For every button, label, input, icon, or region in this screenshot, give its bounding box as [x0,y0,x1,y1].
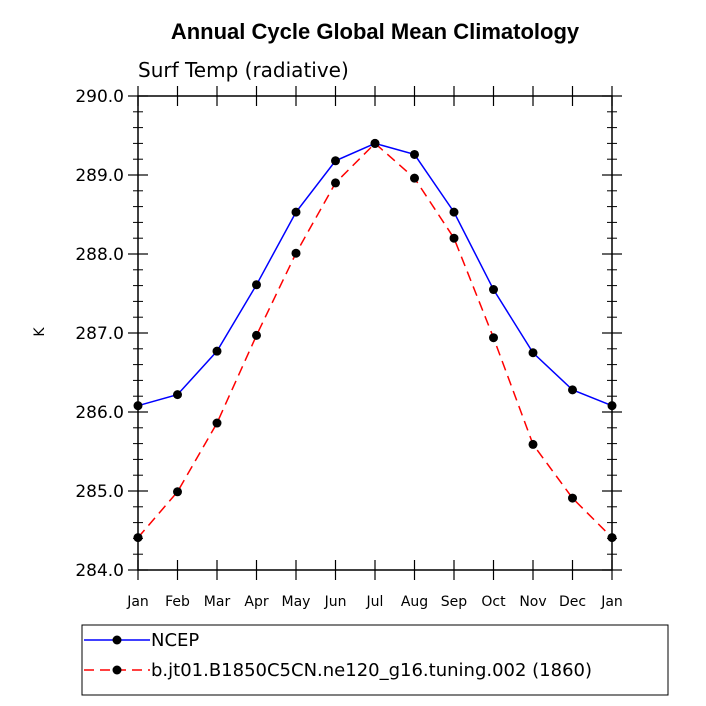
data-point-model [212,418,222,428]
x-tick-labels: Jan Feb Mar Apr May Jun Jul Aug Sep Oct Nov Dec Jan [126,594,623,610]
x-tick-label: Oct [481,594,506,610]
y-tick-label: 285.0 [75,482,124,502]
series-layer [133,138,617,543]
x-tick-label: Dec [559,594,586,610]
data-point-model [528,439,538,449]
y-tick-label: 290.0 [75,87,124,107]
data-point-model [291,248,301,258]
data-point-model [410,173,419,183]
data-point-ncep [370,138,380,148]
data-point-model [133,533,143,543]
y-tick-label: 289.0 [75,166,124,186]
data-point-ncep [449,207,459,217]
data-point-model [252,330,261,340]
legend-label-ncep: NCEP [151,630,199,651]
legend-swatch-ncep-marker [112,635,122,645]
data-point-ncep [331,156,340,166]
x-tick-label: Jul [366,594,384,610]
y-tick-label: 288.0 [75,245,124,265]
chart-subtitle: Surf Temp (radiative) [138,58,349,82]
y-tick-labels: 284.0 285.0 286.0 287.0 288.0 289.0 290.0 [75,87,124,581]
legend-swatch-model-marker [112,665,122,675]
y-tick-label: 284.0 [75,561,124,581]
data-point-model [449,233,459,243]
x-tick-label: Aug [401,594,428,610]
x-tick-label: Jun [324,594,347,610]
data-point-ncep [489,285,498,295]
x-tick-label: Feb [165,594,190,610]
axis-ticks [128,86,622,580]
plot-frame [137,95,613,571]
x-tick-label: Sep [441,594,468,610]
data-point-model [331,178,340,188]
data-point-ncep [133,401,143,411]
x-tick-label: Nov [519,594,546,610]
x-tick-label: Mar [204,594,231,610]
chart-title: Annual Cycle Global Mean Climatology [171,19,580,44]
data-point-ncep [607,401,617,411]
data-point-ncep [173,390,182,400]
data-point-model [607,533,617,543]
data-point-model [489,333,498,343]
x-tick-label: Jan [126,594,149,610]
y-tick-label: 287.0 [75,324,124,344]
legend: NCEP b.jt01.B1850C5CN.ne120_g16.tuning.0… [81,624,669,696]
data-point-model [568,493,577,503]
data-point-ncep [252,280,261,290]
series-line-ncep [137,142,613,407]
data-point-model [173,487,182,497]
data-point-ncep [528,348,538,358]
data-point-ncep [212,346,222,356]
data-point-ncep [568,385,577,395]
data-point-ncep [291,207,301,217]
x-tick-label: May [282,594,311,610]
y-axis-label: K [32,327,48,337]
y-tick-label: 286.0 [75,403,124,423]
x-tick-label: Jan [600,594,623,610]
data-point-ncep [410,149,419,159]
legend-label-model: b.jt01.B1850C5CN.ne120_g16.tuning.002 (1… [151,660,592,681]
x-tick-label: Apr [244,594,268,610]
legend-box [81,624,669,696]
series-line-model [137,142,613,539]
